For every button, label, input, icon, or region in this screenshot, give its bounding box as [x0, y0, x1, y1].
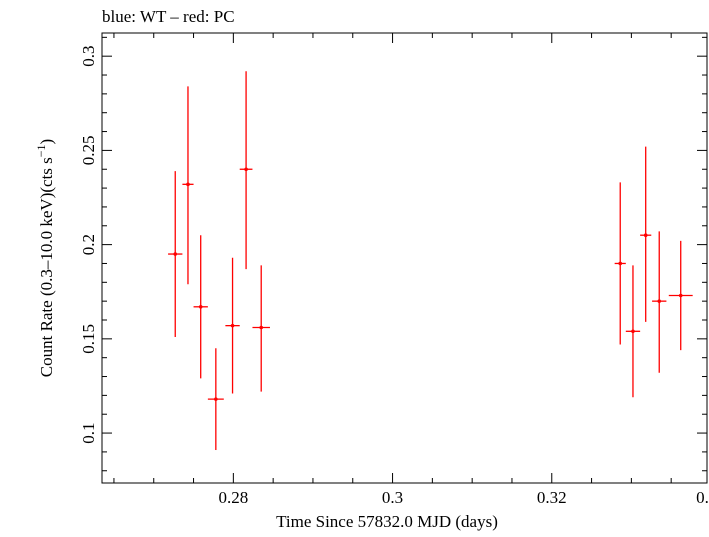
data-point [225, 257, 240, 394]
x-tick-label: 0.3 [382, 488, 403, 507]
plot-frame [101, 32, 708, 484]
y-axis-ticks: 0.1 0.15 0.2 0.25 0.3 [79, 36, 707, 472]
data-point [207, 348, 224, 451]
data-point [668, 240, 693, 351]
data-point [625, 265, 641, 398]
y-axis-label-end: ) [37, 139, 56, 145]
y-tick-label: 0.25 [79, 136, 98, 166]
data-point [239, 71, 253, 270]
data-point [182, 86, 194, 285]
point-marker [244, 167, 248, 172]
point-marker [186, 182, 190, 187]
point-marker [678, 293, 683, 298]
data-point [168, 171, 183, 337]
y-axis-label: Count Rate (0.3–10.0 keV)(cts s−1) [34, 139, 56, 377]
data-point [640, 146, 652, 322]
point-marker [631, 329, 635, 334]
x-tick-label: 0.34 [696, 488, 709, 507]
point-marker [657, 299, 662, 303]
data-point [614, 182, 626, 345]
point-marker [173, 252, 178, 256]
point-marker [230, 323, 235, 328]
data-points [168, 71, 693, 451]
y-tick-label: 0.1 [79, 422, 98, 443]
x-axis-label: Time Since 57832.0 MJD (days) [276, 512, 498, 531]
data-point [652, 231, 667, 373]
point-marker [643, 233, 648, 237]
point-marker [259, 325, 264, 330]
x-axis-ticks: 0.28 0.3 0.32 0.34 [113, 33, 709, 507]
y-axis-label-main: Count Rate (0.3–10.0 keV)(cts s [37, 157, 56, 377]
point-marker [214, 397, 218, 401]
chart-title: blue: WT – red: PC [102, 7, 235, 26]
point-marker [618, 261, 623, 266]
data-point [193, 235, 208, 379]
y-tick-label: 0.2 [79, 234, 98, 255]
y-tick-label: 0.3 [79, 46, 98, 67]
x-tick-label: 0.32 [537, 488, 567, 507]
point-marker [198, 305, 203, 309]
x-tick-label: 0.28 [218, 488, 248, 507]
y-tick-label: 0.15 [79, 324, 98, 354]
y-axis-label-superscript: −1 [34, 144, 48, 157]
data-point [252, 265, 270, 392]
